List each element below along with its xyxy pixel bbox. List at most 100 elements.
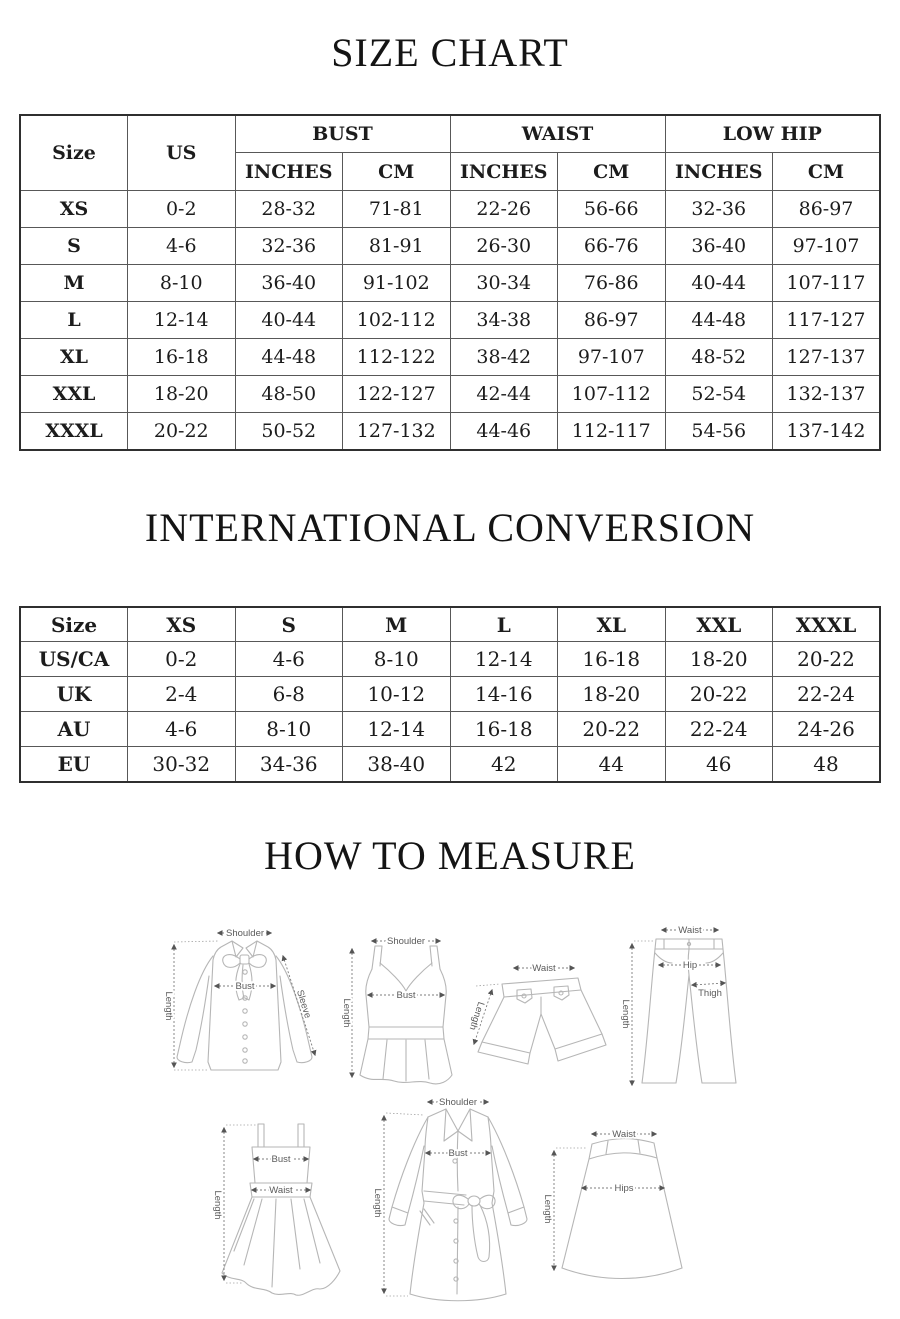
row-label: XL bbox=[19, 338, 128, 376]
col-header-hip-inches: INCHES bbox=[664, 152, 773, 191]
col-header-bust: BUST bbox=[234, 114, 451, 153]
table-cell: 127-132 bbox=[342, 412, 451, 451]
size-chart-title: SIZE CHART bbox=[331, 30, 569, 75]
row-label: AU bbox=[19, 711, 128, 747]
table-cell: 0-2 bbox=[127, 190, 236, 228]
table-row: XXL 18-20 48-50 122-127 42-44 107-112 52-54 132… bbox=[19, 375, 881, 413]
table-cell: 14-16 bbox=[449, 676, 558, 712]
shoulder-label: Shoulder bbox=[439, 1097, 477, 1108]
table-cell: 112-122 bbox=[342, 338, 451, 376]
table-cell: 12-14 bbox=[127, 301, 236, 339]
bust-label: Bust bbox=[271, 1154, 290, 1165]
table-header-row: Size US BUST WAIST LOW HIP bbox=[19, 114, 881, 191]
table-row: L 12-14 40-44 102-112 34-38 86-97 44-48 117-127 bbox=[19, 301, 881, 339]
table-cell: 30-32 bbox=[127, 746, 236, 783]
table-row: AU 4-6 8-10 12-14 16-18 20-22 22-24 24-26 bbox=[19, 711, 881, 747]
col-header-waist-cm: CM bbox=[557, 152, 666, 191]
table-row: XS 0-2 28-32 71-81 22-26 56-66 32-36 86-97 bbox=[19, 190, 881, 228]
table-cell: 71-81 bbox=[342, 190, 451, 228]
table-cell: 32-36 bbox=[664, 190, 773, 228]
table-cell: 20-22 bbox=[664, 676, 773, 712]
row-label: US/CA bbox=[19, 641, 128, 677]
table-cell: 18-20 bbox=[557, 676, 666, 712]
table-cell: 30-34 bbox=[449, 264, 558, 302]
table-row: EU 30-32 34-36 38-40 42 44 46 48 bbox=[19, 746, 881, 783]
table-cell: 86-97 bbox=[557, 301, 666, 339]
col-header-bust-cm: CM bbox=[342, 152, 451, 191]
table-cell: 8-10 bbox=[127, 264, 236, 302]
how-to-measure-title: HOW TO MEASURE bbox=[264, 833, 636, 878]
table-cell: 42-44 bbox=[449, 375, 558, 413]
col-header: Size bbox=[19, 606, 128, 642]
table-cell: 97-107 bbox=[557, 338, 666, 376]
table-cell: 16-18 bbox=[449, 711, 558, 747]
shoulder-label: Shoulder bbox=[387, 936, 425, 947]
table-cell: 81-91 bbox=[342, 227, 451, 265]
table-cell: 36-40 bbox=[664, 227, 773, 265]
col-header-bust-inches: INCHES bbox=[234, 152, 343, 191]
table-cell: 20-22 bbox=[772, 641, 881, 677]
shoulder-label: Shoulder bbox=[226, 928, 264, 939]
table-header-row: Size XS S M L XL XXL XXXL bbox=[19, 606, 881, 642]
table-cell: 66-76 bbox=[557, 227, 666, 265]
table-cell: 42 bbox=[449, 746, 558, 783]
table-cell: 48 bbox=[772, 746, 881, 783]
table-cell: 48-50 bbox=[234, 375, 343, 413]
table-cell: 16-18 bbox=[127, 338, 236, 376]
col-header: XXXL bbox=[772, 606, 881, 642]
table-cell: 2-4 bbox=[127, 676, 236, 712]
row-label: EU bbox=[19, 746, 128, 783]
length-label: Length bbox=[163, 991, 174, 1020]
table-cell: 107-117 bbox=[772, 264, 881, 302]
table-cell: 24-26 bbox=[772, 711, 881, 747]
table-row: UK 2-4 6-8 10-12 14-16 18-20 20-22 22-24 bbox=[19, 676, 881, 712]
bust-label: Bust bbox=[396, 990, 415, 1001]
sleeve-label: Sleeve bbox=[294, 989, 313, 1020]
table-cell: 34-36 bbox=[234, 746, 343, 783]
blouse-sketch: Shoulder Bust Length Sleeve bbox=[161, 926, 317, 1071]
table-cell: 40-44 bbox=[664, 264, 773, 302]
row-label: XXXL bbox=[19, 412, 128, 451]
table-cell: 40-44 bbox=[234, 301, 343, 339]
table-cell: 22-24 bbox=[664, 711, 773, 747]
table-row: XXXL 20-22 50-52 127-132 44-46 112-117 54-56 13… bbox=[19, 412, 881, 451]
waist-label: Waist bbox=[678, 925, 702, 936]
row-label: S bbox=[19, 227, 128, 265]
col-header-low-hip: LOW HIP bbox=[664, 114, 881, 153]
thigh-label: Thigh bbox=[698, 988, 722, 999]
table-cell: 132-137 bbox=[772, 375, 881, 413]
table-cell: 86-97 bbox=[772, 190, 881, 228]
row-label: XXL bbox=[19, 375, 128, 413]
table-cell: 4-6 bbox=[127, 711, 236, 747]
dress-sketch: Bust Waist Length bbox=[210, 1123, 341, 1296]
conversion-table: Size XS S M L XL XXL XXXL US/CA 0-2 4-6 8-10 12-14 1… bbox=[19, 606, 881, 783]
col-header-hip-cm: CM bbox=[772, 152, 881, 191]
col-header: S bbox=[234, 606, 343, 642]
table-cell: 0-2 bbox=[127, 641, 236, 677]
table-cell: 34-38 bbox=[449, 301, 558, 339]
table-cell: 32-36 bbox=[234, 227, 343, 265]
row-label: L bbox=[19, 301, 128, 339]
length-label: Length bbox=[212, 1190, 223, 1219]
col-header: XXL bbox=[664, 606, 773, 642]
table-cell: 122-127 bbox=[342, 375, 451, 413]
table-cell: 137-142 bbox=[772, 412, 881, 451]
col-header: XL bbox=[557, 606, 666, 642]
length-label: Length bbox=[372, 1188, 383, 1217]
table-cell: 8-10 bbox=[234, 711, 343, 747]
col-header: M bbox=[342, 606, 451, 642]
table-cell: 44 bbox=[557, 746, 666, 783]
table-cell: 4-6 bbox=[234, 641, 343, 677]
table-cell: 102-112 bbox=[342, 301, 451, 339]
table-cell: 112-117 bbox=[557, 412, 666, 451]
table-cell: 26-30 bbox=[449, 227, 558, 265]
table-row: XL 16-18 44-48 112-122 38-42 97-107 48-52 127-1… bbox=[19, 338, 881, 376]
table-row: US/CA 0-2 4-6 8-10 12-14 16-18 18-20 20-22 bbox=[19, 641, 881, 677]
table-cell: 4-6 bbox=[127, 227, 236, 265]
table-cell: 18-20 bbox=[664, 641, 773, 677]
table-cell: 107-112 bbox=[557, 375, 666, 413]
table-cell: 127-137 bbox=[772, 338, 881, 376]
hips-label: Hips bbox=[614, 1183, 633, 1194]
row-label: XS bbox=[19, 190, 128, 228]
table-cell: 38-40 bbox=[342, 746, 451, 783]
